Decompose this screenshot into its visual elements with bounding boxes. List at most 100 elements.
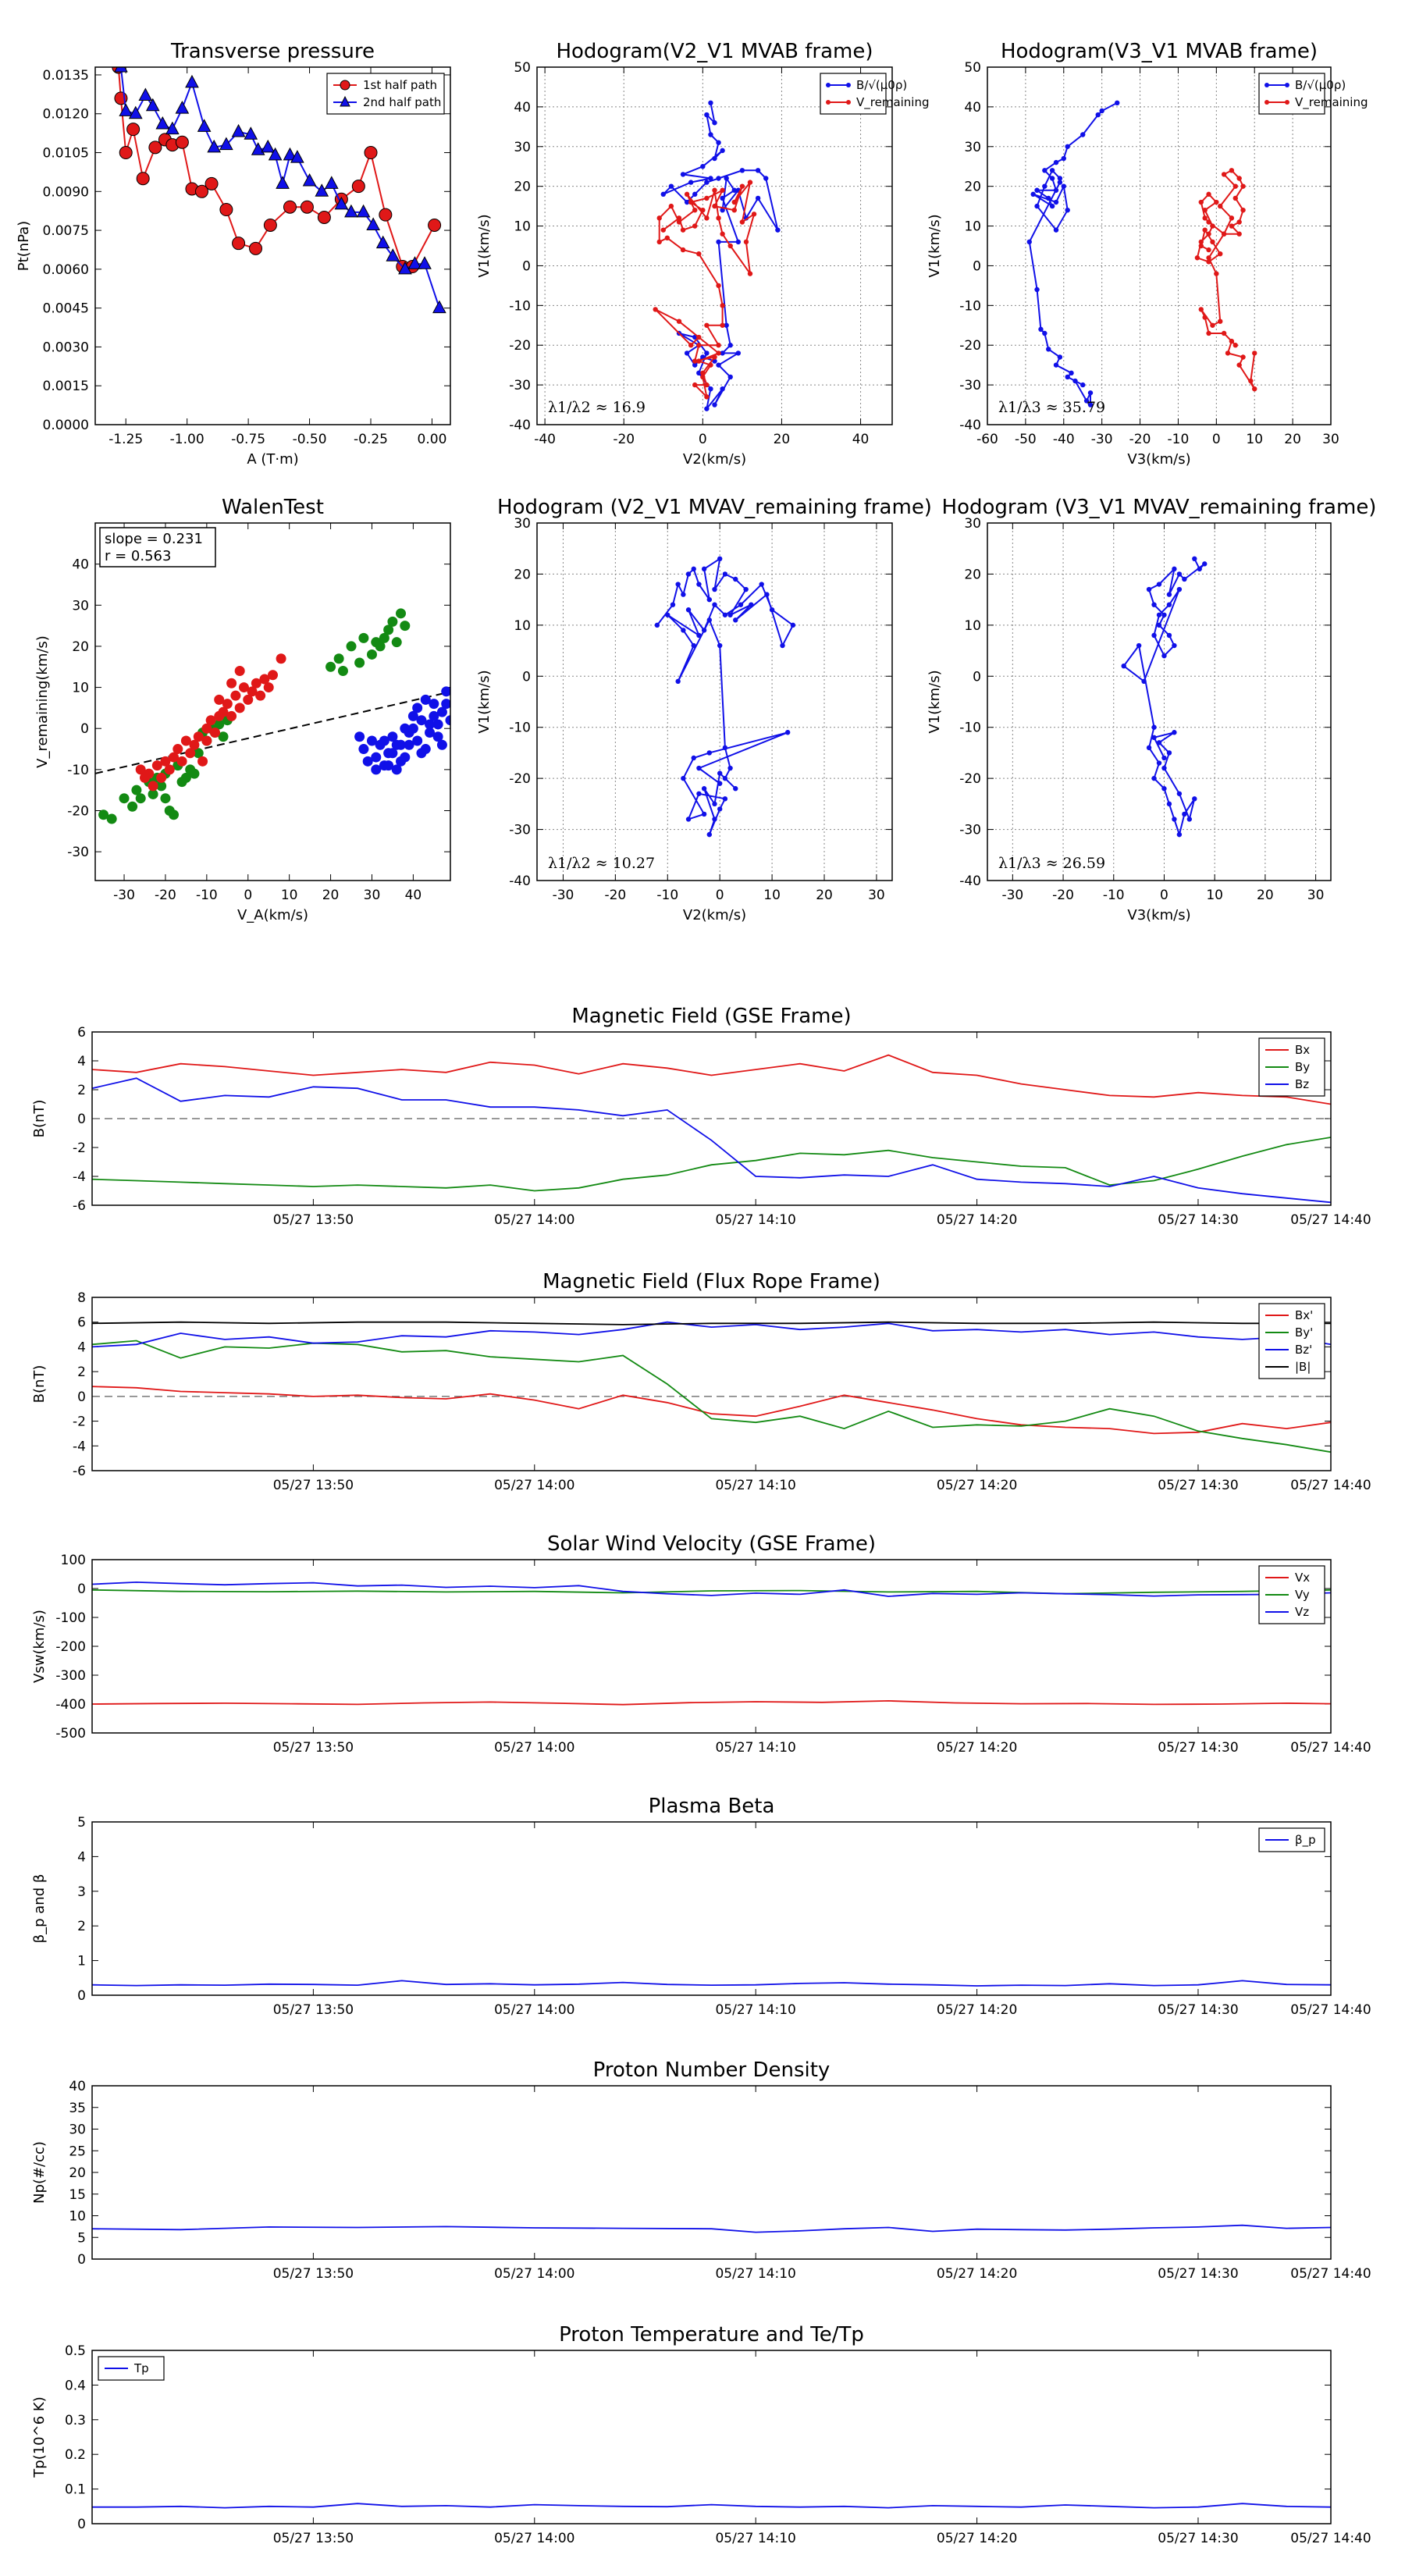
data-point xyxy=(775,227,781,233)
data-point xyxy=(268,670,278,681)
plot-area xyxy=(92,1321,1331,1453)
data-point xyxy=(704,322,710,328)
x-tick-label: 05/27 14:30 xyxy=(1158,1478,1238,1493)
series-line xyxy=(92,1321,1331,1325)
data-point xyxy=(722,571,728,577)
legend-label: By xyxy=(1295,1060,1310,1074)
data-point xyxy=(1087,390,1094,396)
y-tick-label: -40 xyxy=(959,418,981,433)
data-point xyxy=(747,180,753,185)
data-point xyxy=(354,657,365,668)
data-point xyxy=(219,203,233,217)
y-tick-label: 4 xyxy=(77,1340,86,1355)
data-point xyxy=(412,703,423,713)
chart-walen: -30 -20 -10 0 10 20 30 40 -30 -20 -10 0 10 20 30 40 Wale… xyxy=(34,496,451,923)
data-point xyxy=(445,715,450,726)
data-point xyxy=(283,147,297,161)
data-point xyxy=(1176,791,1183,796)
data-point xyxy=(379,208,393,222)
data-point xyxy=(276,176,290,189)
data-point xyxy=(1197,566,1202,572)
data-point xyxy=(1166,801,1172,807)
x-tick-label: 05/27 14:20 xyxy=(937,1478,1017,1493)
x-tick-label: 30 xyxy=(364,888,381,903)
y-tick-label: -30 xyxy=(959,823,981,838)
x-tick-label: -0.50 xyxy=(293,432,327,447)
legend-label: By' xyxy=(1295,1325,1313,1340)
data-point xyxy=(720,208,725,213)
data-point xyxy=(1080,132,1086,137)
plot-area xyxy=(92,1054,1331,1204)
data-point xyxy=(1042,168,1048,173)
data-point xyxy=(1156,622,1162,628)
data-point xyxy=(731,187,737,193)
data-point xyxy=(441,686,450,697)
data-point xyxy=(1080,382,1086,388)
data-point xyxy=(733,786,738,792)
x-tick-label: 10 xyxy=(281,888,298,903)
series-line xyxy=(1196,169,1256,390)
data-point xyxy=(727,765,733,771)
series-line xyxy=(92,1340,1331,1453)
legend-box xyxy=(326,73,445,115)
data-point xyxy=(755,195,761,201)
data-point xyxy=(193,748,204,759)
data-point xyxy=(717,806,723,812)
data-point xyxy=(1206,247,1211,253)
data-point xyxy=(716,343,721,348)
legend-label: Bz xyxy=(1295,1077,1309,1091)
data-point xyxy=(387,731,398,742)
data-point xyxy=(712,120,717,126)
y-tick-label: -100 xyxy=(55,1610,86,1626)
y-tick-label: 25 xyxy=(69,2144,86,2159)
y-tick-label: 4 xyxy=(77,1054,86,1069)
data-point xyxy=(1083,398,1090,404)
data-point xyxy=(701,566,707,572)
data-point xyxy=(769,607,775,613)
data-point xyxy=(1202,208,1208,213)
data-point xyxy=(1156,582,1162,587)
x-axis-label: V_A(km/s) xyxy=(237,907,308,923)
data-point xyxy=(680,247,686,253)
data-point xyxy=(700,164,706,169)
data-point xyxy=(720,322,725,328)
data-point xyxy=(362,756,373,767)
y-tick-label: 4 xyxy=(77,1849,86,1865)
x-tick-label: 40 xyxy=(405,888,422,903)
data-point xyxy=(656,215,662,221)
data-point xyxy=(704,195,710,201)
data-point xyxy=(684,199,690,205)
data-point xyxy=(704,406,710,411)
y-tick-label: -40 xyxy=(959,873,981,889)
data-point xyxy=(681,775,686,781)
y-tick-label: -500 xyxy=(55,1726,86,1742)
plot-area xyxy=(654,556,796,838)
data-point xyxy=(716,140,721,145)
data-point xyxy=(716,350,721,356)
data-point xyxy=(185,748,196,759)
y-tick-label: 0.0060 xyxy=(43,262,89,278)
plot-area xyxy=(112,67,446,314)
legend-marker xyxy=(826,83,831,87)
data-point xyxy=(1049,168,1055,173)
data-point xyxy=(1053,362,1059,368)
data-point xyxy=(668,183,674,189)
x-tick-label: 05/27 14:00 xyxy=(494,1740,574,1756)
data-point xyxy=(185,74,199,88)
plot-frame xyxy=(94,66,451,425)
chart-hodo2: -60 -50 -40 -30 -20 -10 0 10 20 30 -40 -30 -20 -10 0 10… xyxy=(927,40,1368,468)
data-point xyxy=(704,180,710,185)
x-tick-label: 0 xyxy=(1160,888,1168,903)
y-tick-label: 40 xyxy=(514,100,531,116)
data-point xyxy=(1210,223,1215,229)
data-point xyxy=(354,731,365,742)
data-point xyxy=(1202,561,1208,567)
data-point xyxy=(1046,195,1051,201)
plot-frame xyxy=(91,1031,1332,1206)
data-point xyxy=(371,752,382,763)
data-point xyxy=(218,706,229,717)
data-point xyxy=(1161,765,1167,771)
data-point xyxy=(344,204,358,218)
x-tick-label: 05/27 14:20 xyxy=(937,2266,1017,2282)
y-tick-label: 0.0135 xyxy=(43,68,89,84)
